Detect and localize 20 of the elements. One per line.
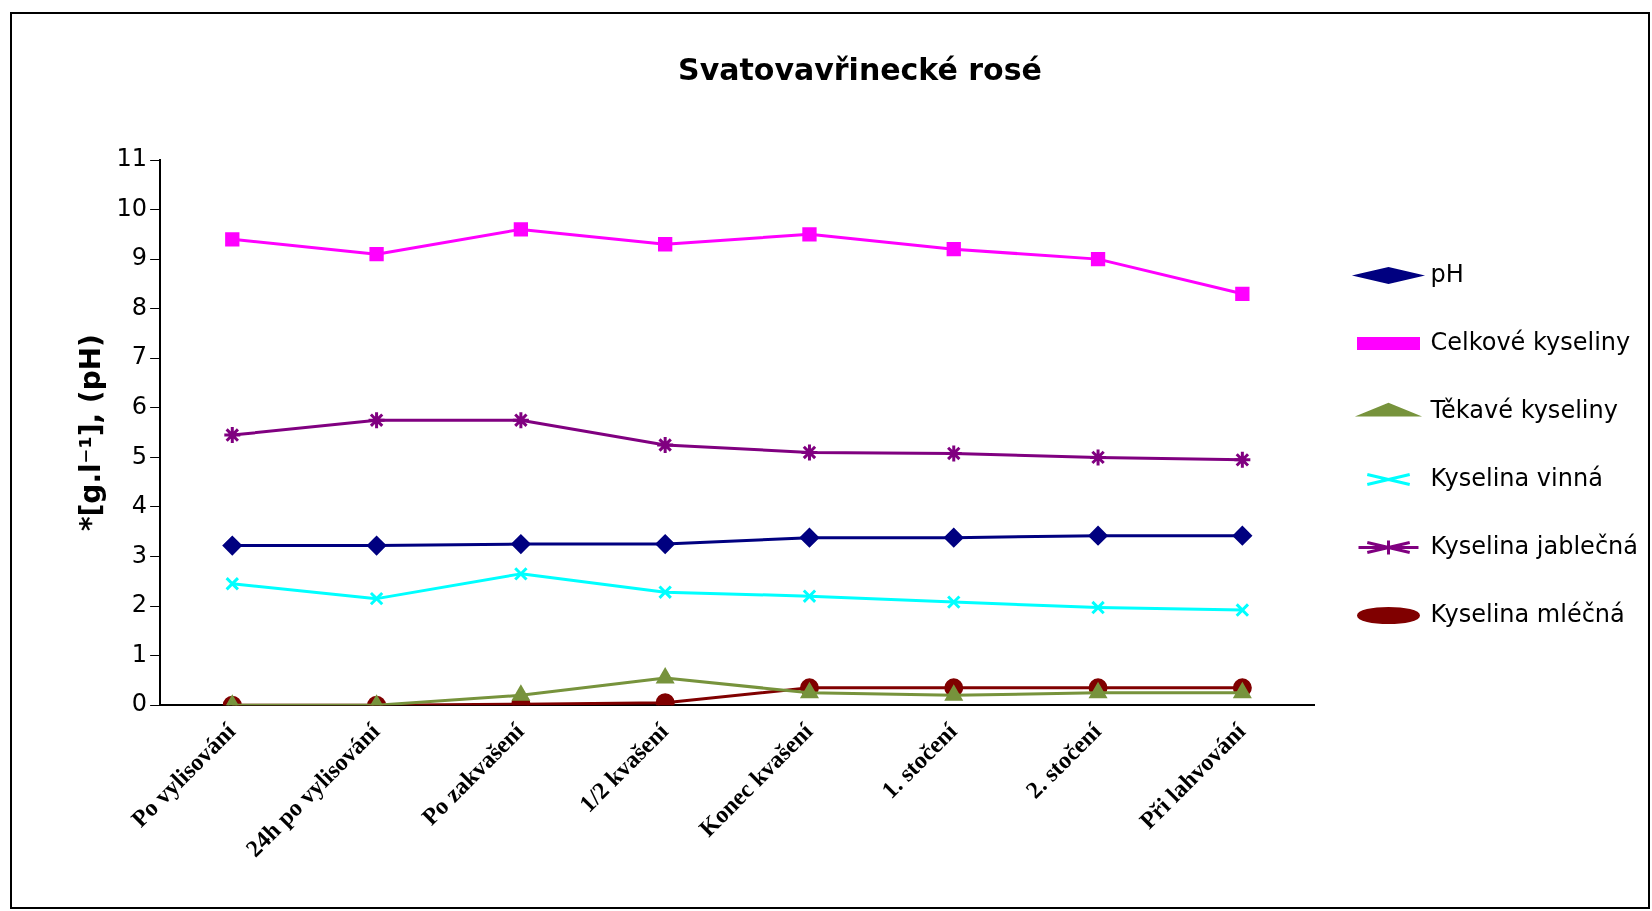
legend-label: Kyselina mléčná [1430,599,1625,628]
y-tick-label: 6 [131,392,148,421]
legend-label: Kyselina vinná [1430,463,1603,492]
legend-label: Kyselina jablečná [1430,531,1639,560]
y-tick-label: 7 [131,342,148,371]
y-tick-label: 10 [116,193,148,222]
legend-label: pH [1430,259,1464,288]
y-tick-label: 11 [116,144,148,173]
y-tick-label: 0 [131,689,148,718]
y-tick-label: 3 [131,540,148,569]
legend-label: Celkové kyseliny [1430,327,1631,356]
legend-label: Těkavé kyseliny [1429,395,1618,424]
y-tick-label: 8 [131,292,148,321]
y-tick-label: 5 [131,441,148,470]
y-tick-label: 4 [131,491,148,520]
y-tick-label: 9 [131,243,148,272]
y-axis-title: *[g.l⁻¹], (pH) [74,334,108,532]
y-tick-label: 2 [131,590,148,619]
y-tick-label: 1 [131,639,148,668]
chart-title: Svatovavřinecké rosé [678,51,1042,87]
